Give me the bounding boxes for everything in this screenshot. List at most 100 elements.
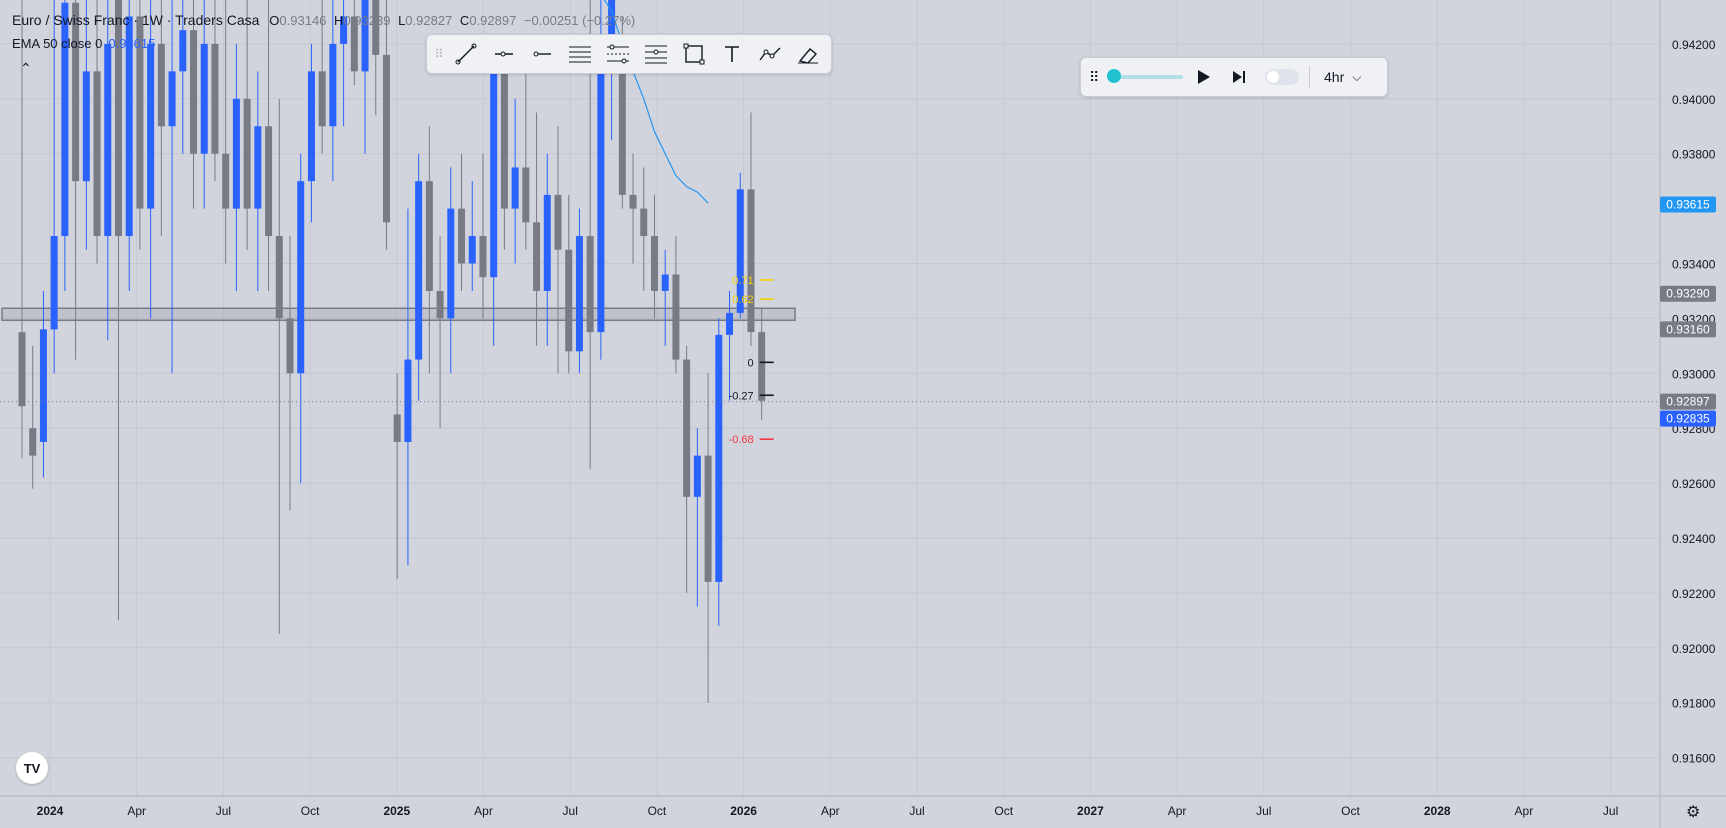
horizontal-line-icon[interactable] [523,35,561,73]
candle-body [50,236,58,330]
candle-body [200,43,208,154]
close-label: C [459,13,470,28]
candle-body [683,359,691,497]
candle-body [307,71,315,182]
price-axis-badge-label: 0.92835 [1666,412,1710,426]
x-tick-label: Apr [821,804,840,818]
candle-body [661,274,669,291]
candle-body [222,153,230,209]
y-tick-label: 0.92000 [1672,642,1716,656]
candle-body [479,236,487,278]
candle-body [136,16,144,209]
candle-body [147,43,155,209]
play-icon[interactable] [1187,61,1219,93]
high-label: H [334,13,344,28]
candle-body [543,194,551,291]
low-label: L [398,13,406,28]
candle-body [286,318,294,374]
candle-body [554,194,562,250]
ema-name: EMA 50 close 0 [12,36,103,51]
text-icon[interactable] [713,35,751,73]
candle-body [500,71,508,209]
fib-level-label: 0 [748,357,754,369]
x-tick-label: Apr [127,804,146,818]
candle-body [436,290,444,319]
candle-body [29,428,37,456]
y-tick-label: 0.92600 [1672,477,1716,491]
candle-body [533,222,541,291]
slider-knob[interactable] [1107,69,1121,83]
price-axis-badge [1660,285,1716,302]
candle-body [736,189,744,313]
replay-interval[interactable]: 4hr [1324,69,1345,85]
candle-body [82,71,90,182]
price-axis-badge-label: 0.92897 [1666,395,1710,409]
candle-body [586,236,594,333]
drag-handle-icon[interactable]: ⠿ [1089,68,1100,85]
candle-body [361,0,369,72]
candle-body [715,334,723,582]
candle-body [190,30,198,154]
fib-level-label: 0.71 [732,275,753,287]
fib-retracement-icon[interactable] [599,35,637,73]
price-axis-badge [1660,393,1716,410]
candle-body [39,329,47,442]
candle-body [93,71,101,237]
tradingview-logo[interactable]: TV [16,752,48,784]
candle-body [425,181,433,291]
candle-body [393,414,401,442]
divider [1309,66,1310,88]
parallel-channel-icon[interactable] [561,35,599,73]
replay-speed-slider[interactable] [1107,69,1183,83]
candle-body [18,332,26,407]
fib-extension-icon[interactable] [637,35,675,73]
candle-body [104,43,112,237]
candle-body [265,126,273,237]
replay-toolbar: ⠿ 4hr ⌵ [1080,57,1388,97]
candle-body [61,2,69,237]
candle-body [447,208,455,319]
candle-body [157,43,165,127]
price-axis-badge [1660,196,1716,213]
x-tick-label: Oct [301,804,320,818]
candle-body [372,0,380,55]
candle-body [125,16,133,237]
price-axis-badge-label: 0.93290 [1666,287,1710,301]
candle-body [72,2,80,182]
candle-body [254,126,262,209]
drag-handle-icon[interactable]: ⠿ [434,47,444,61]
candle-body [672,274,680,360]
rectangle-icon[interactable] [675,35,713,73]
ema-legend[interactable]: EMA 50 close 0 0.93615 [12,36,155,51]
y-tick-label: 0.94200 [1672,38,1716,52]
candle-body [758,332,766,401]
trend-line-icon[interactable] [447,35,485,73]
path-icon[interactable] [751,35,789,73]
candle-body [211,43,219,154]
fib-level-label: -0.68 [729,434,754,446]
candle-body [608,0,616,44]
y-tick-label: 0.93000 [1672,367,1716,381]
support-zone-rectangle [1,307,796,322]
chevron-down-icon[interactable]: ⌵ [1352,69,1362,84]
replay-toggle[interactable] [1265,69,1299,85]
x-tick-label: Jul [216,804,231,818]
price-axis-badge-label: 0.93615 [1666,197,1710,211]
x-tick-label: Apr [1515,804,1534,818]
candle-body [511,167,519,209]
ema-line [603,0,709,204]
candle-body [575,236,583,352]
x-tick-label: Jul [563,804,578,818]
eraser-icon[interactable] [789,35,827,73]
symbol-title[interactable]: Euro / Swiss Franc · 1W · Traders Casa [12,12,260,28]
price-axis-badge-label: 0.93160 [1666,322,1710,336]
x-tick-label: Oct [994,804,1013,818]
gear-icon[interactable]: ⚙ [1686,804,1701,821]
step-forward-icon[interactable] [1223,61,1255,93]
horizontal-ray-icon[interactable] [485,35,523,73]
high-value: 0.93239 [343,13,391,28]
collapse-legend-icon[interactable]: ⌃ [20,60,32,76]
candle-body [490,71,498,278]
